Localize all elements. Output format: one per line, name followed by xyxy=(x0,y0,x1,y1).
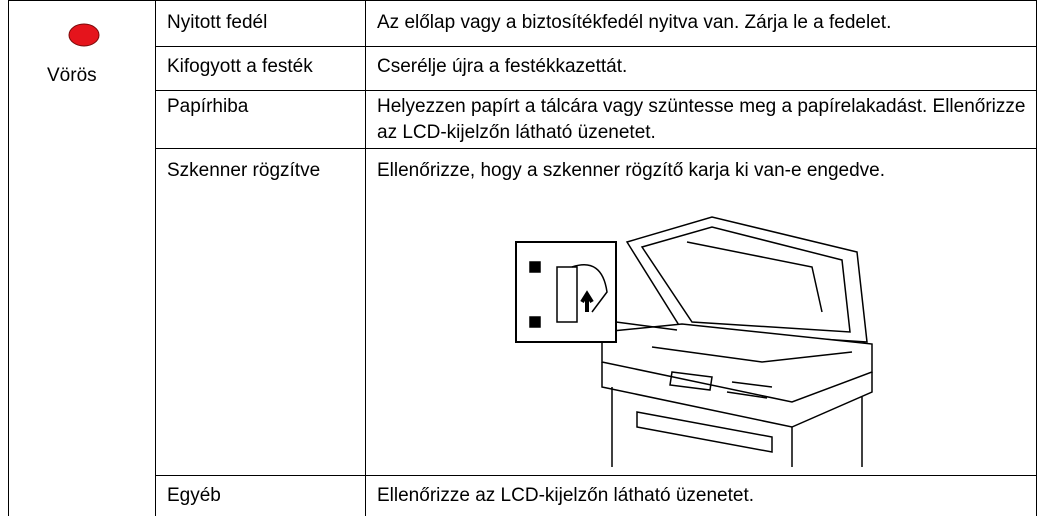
cell: Ellenőrizze az LCD-kijelzőn látható üzen… xyxy=(377,485,755,506)
cell: Az előlap vagy a biztosítékfedél nyitva … xyxy=(377,12,892,33)
cell: Egyéb xyxy=(167,485,221,506)
border xyxy=(155,90,1037,91)
cell: Kifogyott a festék xyxy=(167,56,313,77)
cell: Cserélje újra a festékkazettát. xyxy=(377,56,628,77)
scanner-illustration xyxy=(515,216,873,467)
border xyxy=(365,0,366,516)
border xyxy=(8,0,1037,1)
red-led-icon xyxy=(68,23,100,47)
cell: Szkenner rögzítve xyxy=(167,160,321,181)
cell: Nyitott fedél xyxy=(167,12,268,33)
border xyxy=(155,475,1037,476)
border xyxy=(1036,0,1037,516)
cell: Helyezzen papírt a tálcára vagy szüntess… xyxy=(377,96,1026,143)
border xyxy=(8,0,9,516)
border xyxy=(155,148,1037,149)
border xyxy=(155,46,1037,47)
cell: Papírhiba xyxy=(167,96,249,117)
border xyxy=(155,0,156,516)
cell: Ellenőrizze, hogy a szkenner rögzítő kar… xyxy=(377,160,885,181)
status-label: Vörös xyxy=(47,65,97,86)
